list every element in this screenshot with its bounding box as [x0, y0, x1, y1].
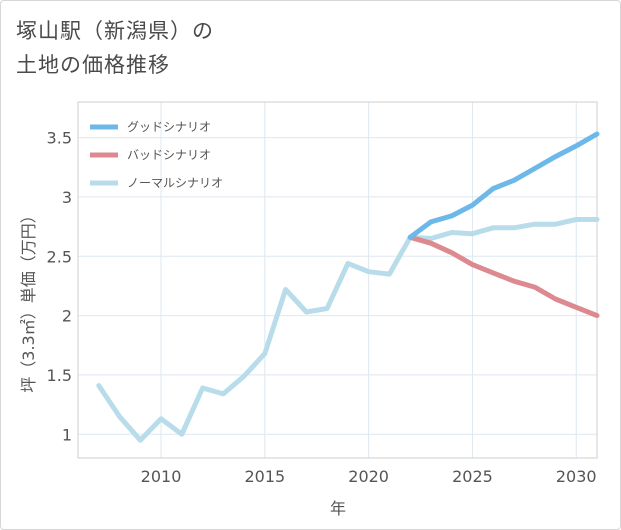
x-axis-label: 年: [330, 499, 346, 518]
legend-label-2: ノーマルシナリオ: [127, 176, 223, 190]
y-tick-labels: 1 1.5 2 2.5 3 3.5: [47, 129, 72, 445]
legend-label-1: バッドシナリオ: [127, 148, 211, 162]
y-tick-3: 3: [62, 188, 72, 207]
y-axis-label: 坪（3.3㎡）単価（万円）: [19, 207, 38, 392]
x-tick-labels: 2010 2015 2020 2025 2030: [141, 467, 597, 486]
title-line-1: 塚山駅（新潟県）の: [16, 19, 214, 43]
x-tick-2030: 2030: [556, 467, 597, 486]
plot-area-border: [77, 101, 598, 459]
series-line-1: [407, 234, 600, 319]
series-layer: [96, 131, 600, 443]
x-tick-2015: 2015: [244, 467, 285, 486]
title-line-2: 土地の価格推移: [16, 53, 170, 77]
y-tick-2: 2: [62, 307, 72, 326]
legend-label-0: グッドシナリオ: [127, 120, 211, 134]
series-line-2: [96, 217, 600, 443]
chart-title: 塚山駅（新潟県）の 土地の価格推移: [16, 14, 214, 82]
y-tick-2.5: 2.5: [47, 247, 72, 266]
series-line-0: [407, 131, 600, 240]
y-tick-3.5: 3.5: [47, 129, 72, 148]
y-tick-1.5: 1.5: [47, 366, 72, 385]
x-tick-2025: 2025: [452, 467, 493, 486]
x-tick-2020: 2020: [348, 467, 389, 486]
y-tick-1: 1: [62, 425, 72, 444]
x-tick-2010: 2010: [141, 467, 182, 486]
grid: [78, 102, 597, 458]
